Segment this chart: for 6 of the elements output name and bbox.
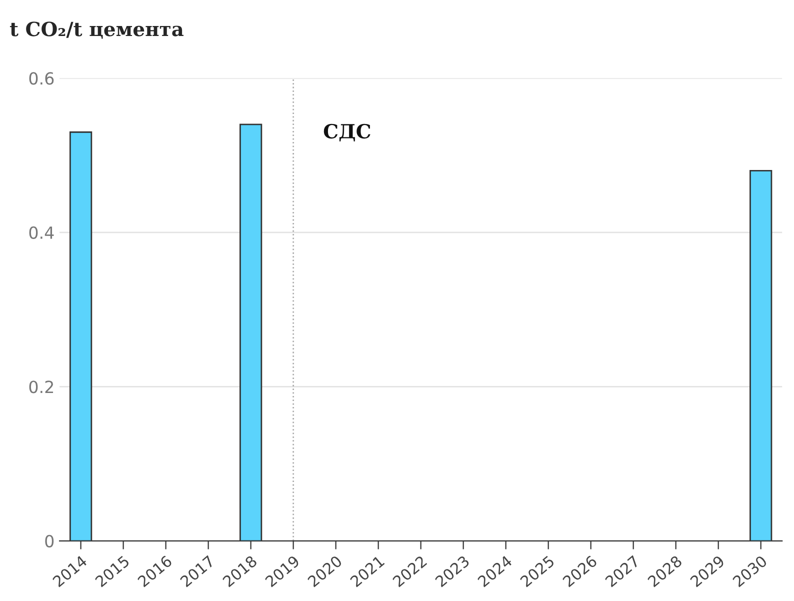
y-tick-label: 0 (45, 534, 54, 548)
chart-title: t CO₂/t цемента (10, 22, 184, 39)
y-tick-label: 0.2 (29, 380, 54, 394)
ref-line-label: СДС (324, 124, 370, 142)
y-tick-label: 0.4 (29, 226, 54, 239)
y-tick-label: 0.6 (29, 72, 54, 85)
